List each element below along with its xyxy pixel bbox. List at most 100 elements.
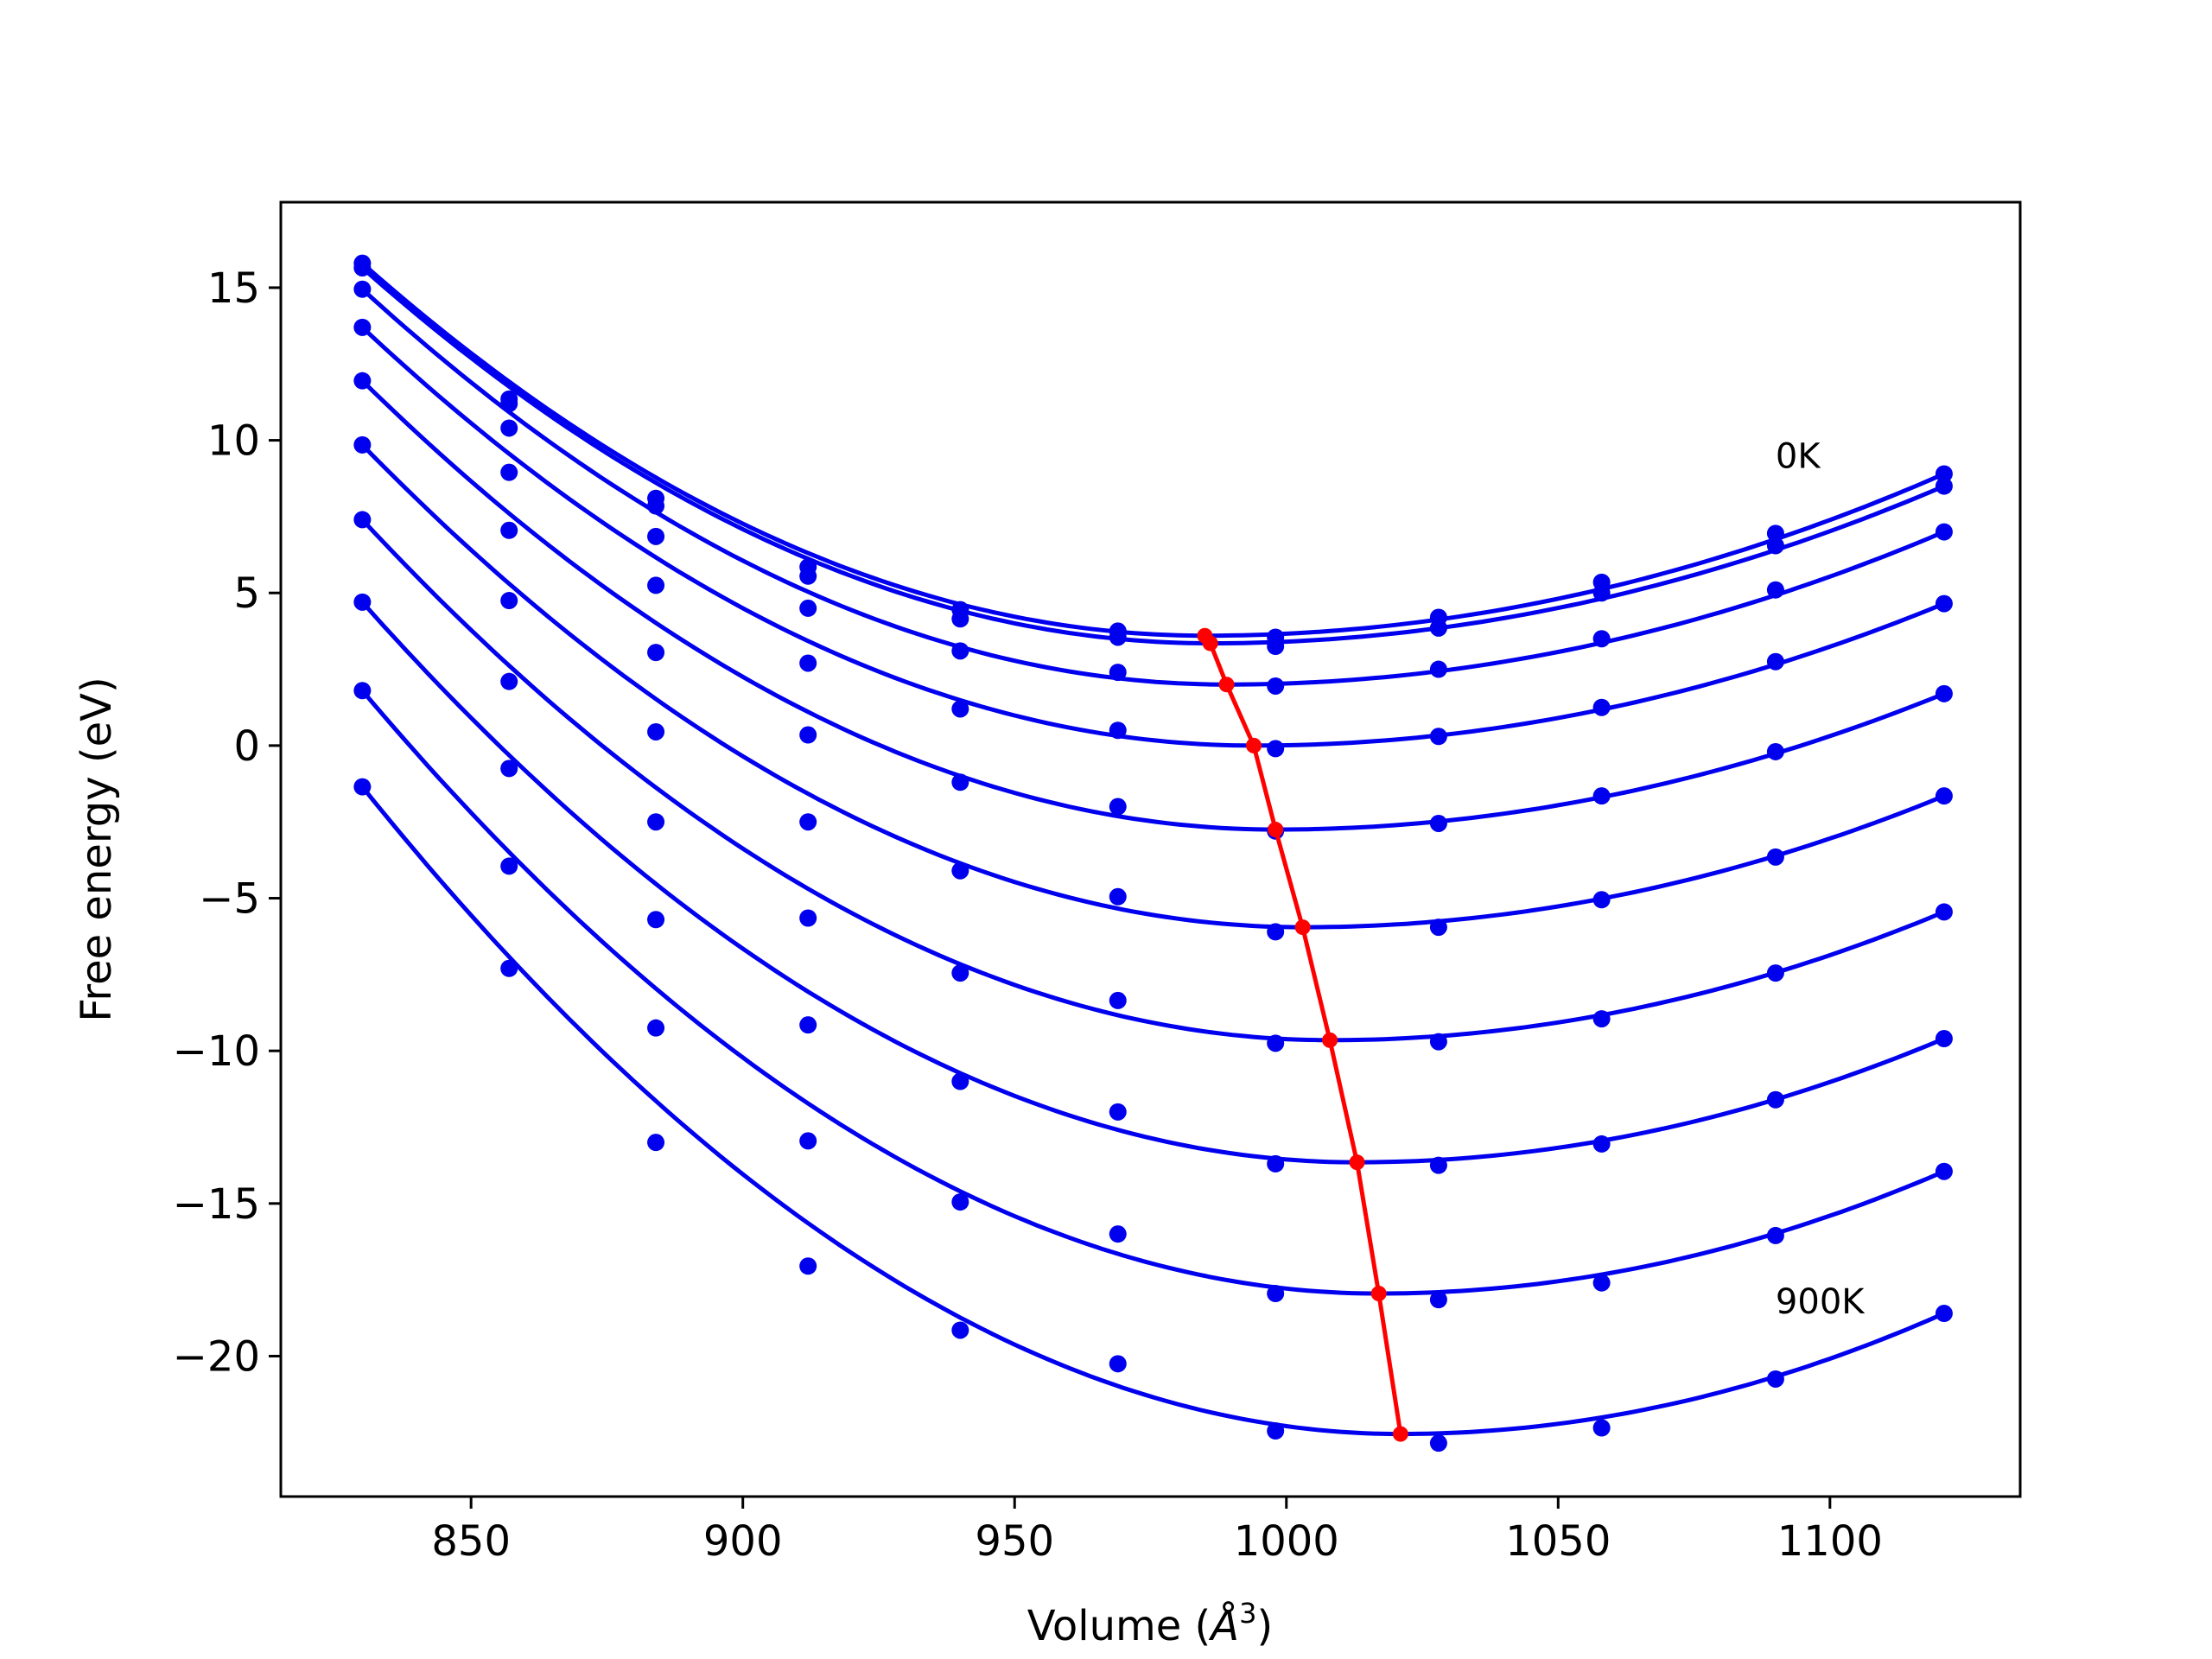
fit-curve-5	[360, 443, 1940, 930]
fit-curve-1	[360, 266, 1940, 645]
data-point-3-2	[647, 576, 665, 594]
data-point-0-10	[1935, 465, 1953, 483]
data-point-8-4	[951, 1193, 969, 1211]
data-point-8-8	[1592, 1274, 1611, 1292]
data-point-9-0	[353, 778, 372, 796]
data-point-6-10	[1935, 903, 1953, 921]
data-point-2-1	[500, 419, 518, 437]
data-point-7-6	[1267, 1154, 1285, 1173]
y-axis-label: Free energy (eV)	[73, 677, 121, 1021]
x-tick-label-1100: 1100	[1777, 1517, 1883, 1566]
data-point-9-9	[1766, 1370, 1784, 1388]
y-tick-label--15: −15	[173, 1180, 260, 1229]
annotation-900k: 900K	[1776, 1282, 1866, 1322]
data-point-8-10	[1935, 1162, 1953, 1180]
fit-curve-2	[360, 287, 1940, 687]
data-point-4-2	[647, 644, 665, 662]
data-point-2-3	[799, 599, 817, 617]
data-point-5-6	[1267, 923, 1285, 941]
data-point-0-9	[1766, 524, 1784, 543]
x-tick-label-900: 900	[703, 1517, 783, 1566]
data-point-1-10	[1935, 477, 1953, 495]
data-point-9-5	[1109, 1355, 1127, 1373]
data-point-5-1	[500, 592, 518, 610]
data-point-3-9	[1766, 652, 1784, 671]
data-point-7-4	[951, 1072, 969, 1090]
minimum-line	[1203, 634, 1403, 1434]
data-point-5-10	[1935, 787, 1953, 805]
data-point-6-5	[1109, 991, 1127, 1009]
data-point-2-9	[1766, 581, 1784, 599]
data-point-7-8	[1592, 1135, 1611, 1153]
fit-curve-0	[360, 261, 1940, 639]
y-axis: 15 10 5 0 −5 −10 −15 −20	[173, 264, 281, 1381]
minimum-point-9	[1392, 1426, 1408, 1442]
data-point-8-2	[647, 1019, 665, 1037]
x-tick-label-1000: 1000	[1234, 1517, 1339, 1566]
data-point-5-4	[951, 861, 969, 880]
data-point-1-5	[1109, 628, 1127, 646]
data-point-7-5	[1109, 1103, 1127, 1121]
data-point-7-3	[799, 1016, 817, 1034]
fit-curve-9	[360, 785, 1940, 1437]
data-point-6-6	[1267, 1034, 1285, 1052]
data-point-5-0	[353, 435, 372, 454]
x-axis: 850 900 950 1000 1050 1100	[431, 1497, 1883, 1566]
data-point-9-1	[500, 959, 518, 977]
data-point-8-7	[1429, 1291, 1447, 1309]
data-point-4-8	[1592, 787, 1611, 805]
data-point-4-5	[1109, 798, 1127, 816]
data-point-9-6	[1267, 1422, 1285, 1440]
fit-curve-4	[360, 378, 1940, 832]
plot-frame	[279, 200, 2022, 1498]
data-point-4-10	[1935, 684, 1953, 702]
data-point-8-9	[1766, 1226, 1784, 1244]
data-point-4-4	[951, 773, 969, 791]
data-point-9-4	[951, 1321, 969, 1339]
data-point-6-9	[1766, 964, 1784, 982]
data-point-9-2	[647, 1134, 665, 1152]
data-point-7-10	[1935, 1030, 1953, 1048]
data-point-4-0	[353, 372, 372, 390]
data-point-7-0	[353, 593, 372, 611]
data-point-5-3	[799, 813, 817, 831]
data-point-2-8	[1592, 630, 1611, 648]
plot-content	[353, 254, 1953, 1452]
data-point-1-6	[1267, 638, 1285, 656]
minimum-point-6	[1322, 1032, 1338, 1048]
minimum-point-2	[1218, 677, 1235, 693]
data-point-8-3	[799, 1132, 817, 1150]
data-point-1-9	[1766, 537, 1784, 555]
data-point-6-8	[1592, 1010, 1611, 1028]
data-point-3-4	[951, 700, 969, 718]
data-point-3-6	[1267, 740, 1285, 758]
data-point-8-1	[500, 857, 518, 875]
x-tick-label-950: 950	[975, 1517, 1054, 1566]
data-point-3-7	[1429, 728, 1447, 746]
minimum-point-3	[1246, 737, 1262, 753]
fit-curve-7	[360, 601, 1940, 1165]
y-tick-label-15: 15	[207, 264, 260, 313]
fit-curve-8	[360, 689, 1940, 1296]
data-point-8-5	[1109, 1225, 1127, 1243]
data-point-4-9	[1766, 742, 1784, 760]
data-point-7-1	[500, 760, 518, 778]
data-point-8-6	[1267, 1285, 1285, 1303]
data-point-5-9	[1766, 848, 1784, 866]
data-point-2-10	[1935, 523, 1953, 541]
data-point-6-0	[353, 511, 372, 529]
x-axis-label: Volume (Å3)	[1027, 1597, 1273, 1650]
data-point-2-4	[951, 642, 969, 660]
data-point-3-8	[1592, 698, 1611, 716]
data-point-1-7	[1429, 619, 1447, 637]
data-point-4-1	[500, 521, 518, 539]
y-tick-label-0: 0	[233, 722, 260, 771]
minimum-point-5	[1294, 919, 1311, 936]
fit-curve-6	[360, 518, 1940, 1043]
data-point-4-3	[799, 726, 817, 744]
data-point-7-9	[1766, 1090, 1784, 1109]
data-point-3-5	[1109, 721, 1127, 740]
data-point-1-1	[500, 395, 518, 413]
minimum-point-7	[1349, 1154, 1365, 1171]
data-point-6-1	[500, 672, 518, 690]
